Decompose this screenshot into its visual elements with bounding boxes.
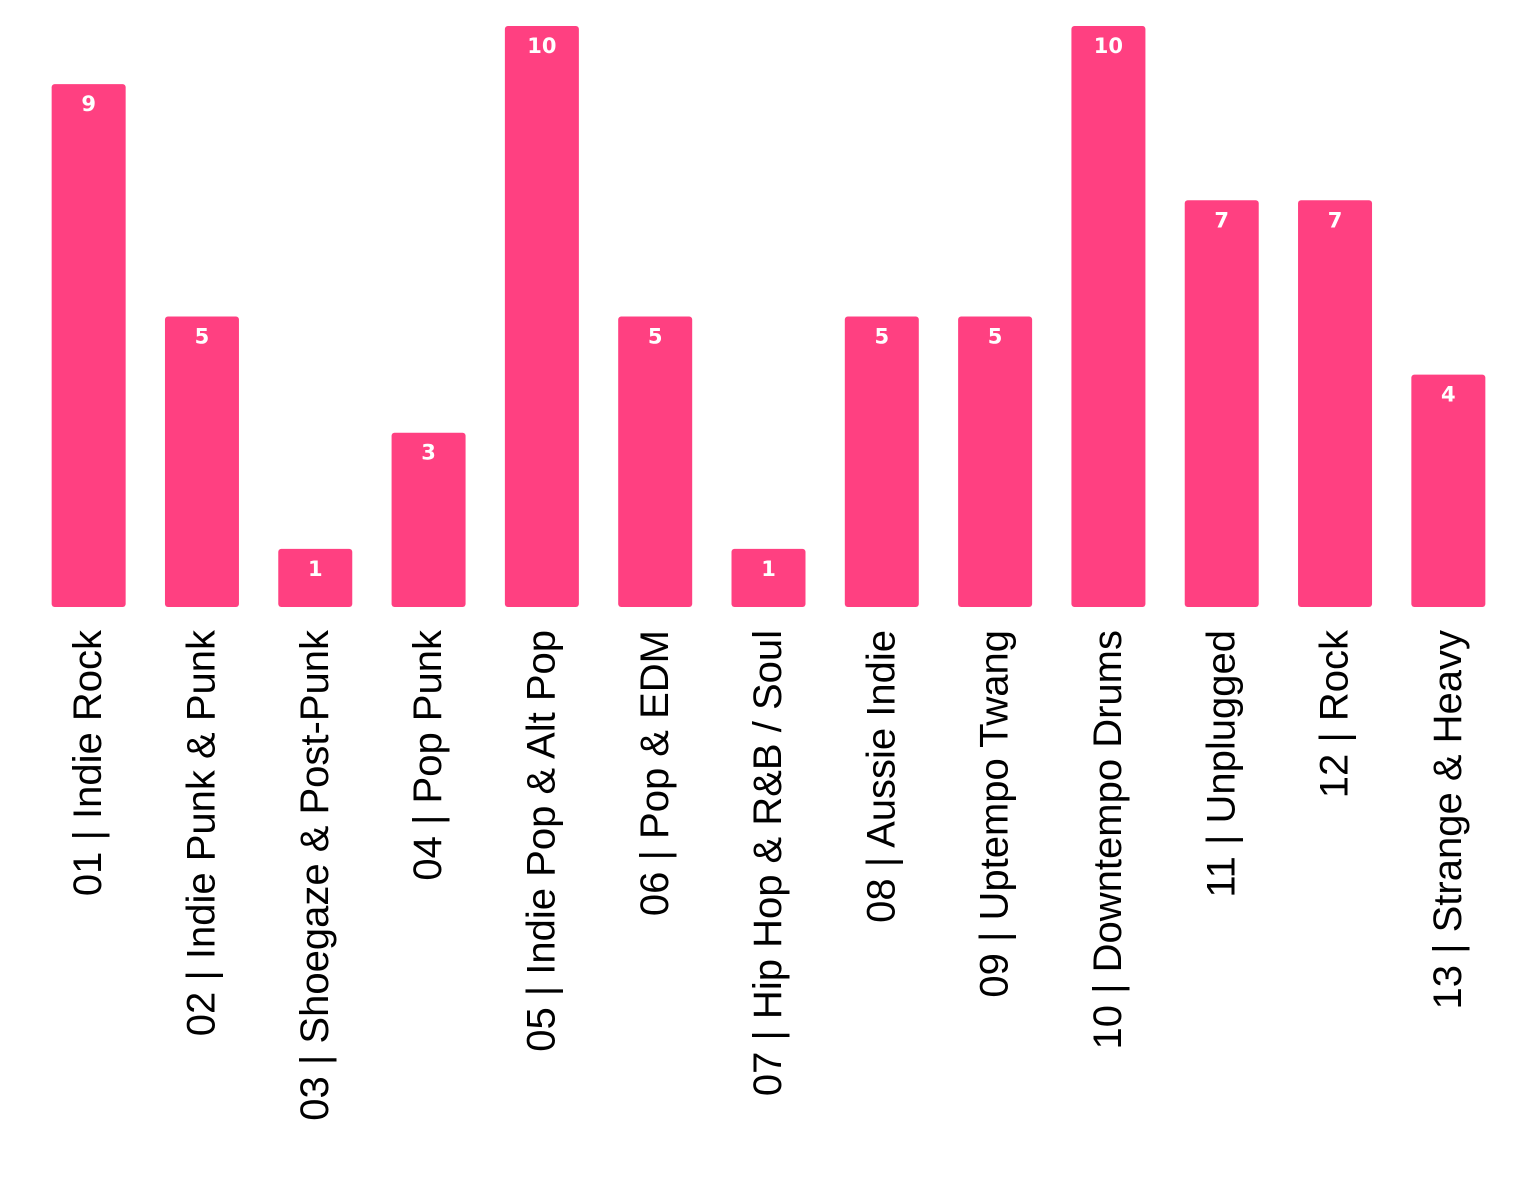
x-tick-label: 05 | Indie Pop & Alt Pop — [519, 630, 563, 1052]
x-tick-label: 01 | Indie Rock — [66, 629, 110, 896]
bar — [1411, 374, 1486, 607]
bar — [1298, 200, 1373, 608]
value-label: 7 — [1328, 208, 1343, 232]
value-label: 7 — [1214, 208, 1229, 232]
bar — [51, 84, 126, 608]
x-tick-label: 11 | Unplugged — [1199, 630, 1243, 898]
bar — [1184, 200, 1259, 608]
value-label: 10 — [527, 34, 556, 58]
x-tick-label: 12 | Rock — [1313, 629, 1357, 798]
bar — [278, 548, 353, 607]
x-tick-label: 13 | Strange & Heavy — [1426, 630, 1470, 1010]
value-label: 1 — [308, 557, 323, 581]
bar — [844, 316, 919, 607]
value-label: 5 — [988, 325, 1003, 349]
value-label: 1 — [761, 557, 776, 581]
bar — [958, 316, 1033, 607]
x-tick-label: 04 | Pop Punk — [406, 629, 450, 881]
x-tick-label: 06 | Pop & EDM — [633, 630, 677, 916]
value-label: 9 — [81, 92, 96, 116]
bar — [504, 26, 579, 607]
value-label: 10 — [1094, 34, 1123, 58]
x-tick-label: 07 | Hip Hop & R&B / Soul — [746, 630, 790, 1096]
x-tick-label: 10 | Downtempo Drums — [1086, 630, 1130, 1049]
bar — [164, 316, 239, 607]
value-label: 4 — [1441, 383, 1456, 407]
x-tick-label: 09 | Uptempo Twang — [973, 630, 1017, 998]
value-label: 5 — [648, 325, 663, 349]
bar — [731, 548, 806, 607]
bar — [391, 432, 466, 607]
bar — [618, 316, 693, 607]
bar — [1071, 26, 1146, 607]
x-tick-label: 08 | Aussie Indie — [859, 630, 903, 923]
x-tick-label: 03 | Shoegaze & Post-Punk — [293, 629, 337, 1121]
value-label: 3 — [421, 441, 436, 465]
value-label: 5 — [874, 325, 889, 349]
value-label: 5 — [195, 325, 210, 349]
x-tick-label: 02 | Indie Punk & Punk — [180, 629, 224, 1036]
